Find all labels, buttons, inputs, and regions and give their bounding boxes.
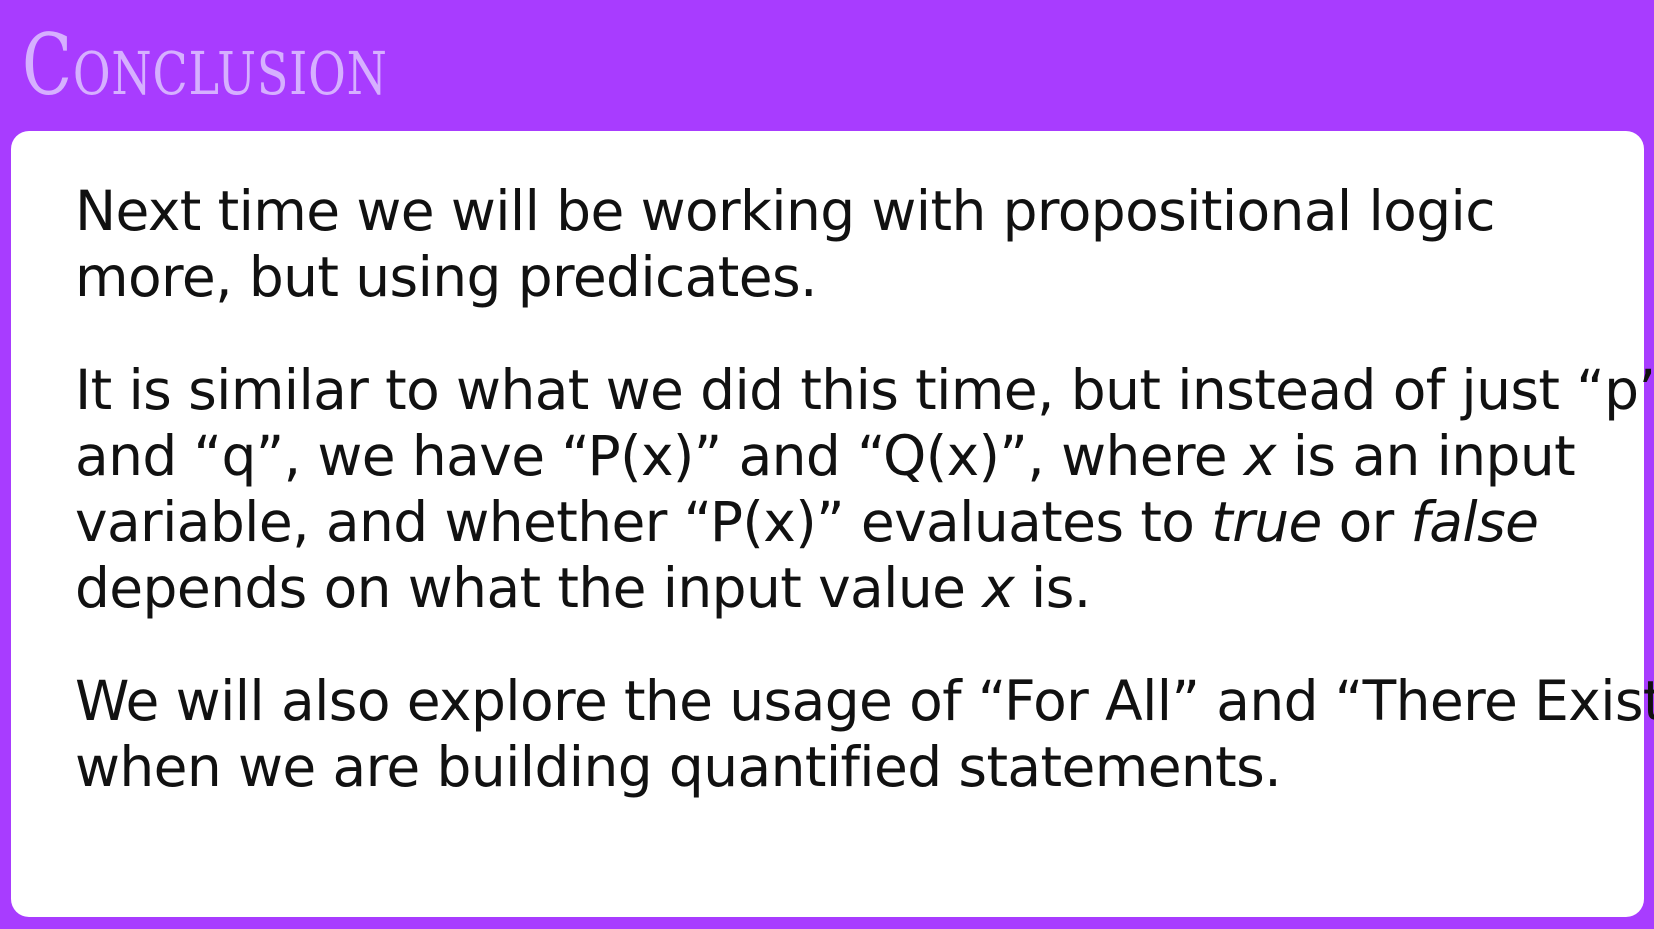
paragraph-line: and “q”, we have “P(x)” and “Q(x)”, wher… [75,423,1635,489]
text-run: and “q”, we have “P(x)” and “Q(x)”, wher… [75,424,1244,488]
content-card: Next time we will be working with propos… [11,131,1654,917]
italic-false: false [1410,490,1539,554]
paragraph-line: It is similar to what we did this time, … [75,357,1654,423]
paragraph-line: variable, and whether “P(x)” evaluates t… [75,489,1635,555]
paragraph-predicates: It is similar to what we did this time, … [75,357,1654,621]
paragraph-line: depends on what the input value x is. [75,555,1635,621]
text-run: or [1321,490,1411,554]
text-run: variable, and whether “P(x)” evaluates t… [75,490,1212,554]
paragraph-line: Next time we will be working with propos… [75,179,1495,243]
paragraph-line: when we are building quantified statemen… [75,735,1282,799]
text-run: is. [1014,556,1091,620]
card-body: Next time we will be working with propos… [75,178,1654,800]
italic-variable-x: x [982,556,1015,620]
italic-true: true [1211,490,1322,554]
slide-title: Conclusion [22,16,388,114]
italic-variable-x: x [1243,424,1277,488]
paragraph-quantifiers: We will also explore the usage of “For A… [75,668,1654,800]
paragraph-line: We will also explore the usage of “For A… [75,669,1654,733]
paragraph-line: more, but using predicates. [75,245,818,309]
text-run: is an input [1275,424,1576,488]
text-run: depends on what the input value [75,556,983,620]
text-run: It is similar to what we did this time, … [75,358,1654,422]
paragraph-next-time: Next time we will be working with propos… [75,178,1635,310]
